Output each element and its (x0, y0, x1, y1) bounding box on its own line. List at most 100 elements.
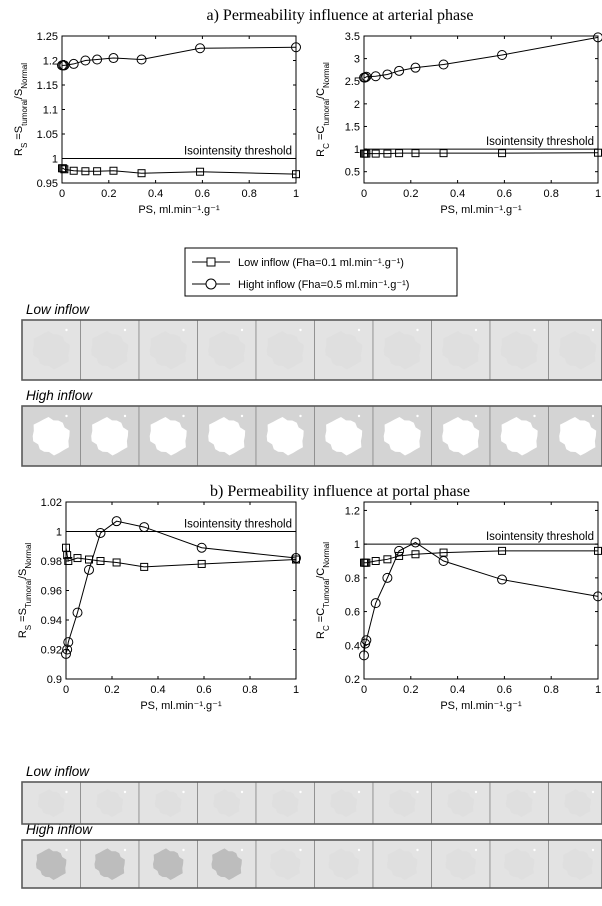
y-tick-label: 1.2 (345, 505, 360, 517)
data-point-circle (370, 598, 381, 609)
data-point-square (362, 149, 371, 158)
y-axis-label: RC =CTumoral/CNormal (315, 542, 331, 639)
series-line-square (364, 152, 599, 155)
tumor-blob (383, 417, 421, 456)
x-tick-label: 0 (361, 684, 367, 696)
data-point-circle (359, 650, 369, 661)
data-point-circle (593, 591, 602, 602)
data-point-square (383, 555, 392, 564)
data-point-square (197, 559, 206, 568)
series-line-circle (364, 36, 599, 79)
y-tick-label: 1.1 (43, 105, 58, 117)
tumor-blob (270, 848, 301, 880)
bright-spot (240, 414, 244, 418)
y-axis-label: RS =STumoral/SNormal (17, 543, 33, 639)
strip-label-portal-high: High inflow (26, 822, 93, 837)
section-title-portal: b) Permeability influence at portal phas… (210, 483, 470, 500)
tumor-blob (149, 417, 187, 456)
data-point-square (371, 557, 380, 565)
data-point-square (63, 551, 72, 560)
data-point-circle (108, 53, 119, 64)
data-point-circle (291, 553, 301, 564)
bright-spot (299, 414, 302, 418)
tumor-blob (96, 789, 123, 817)
section-title-arterial: a) Permeability influence at arterial ph… (207, 7, 474, 24)
tumor-blob (442, 331, 480, 370)
tumor-blob (445, 848, 476, 880)
data-point-square (81, 167, 90, 176)
tumor-blob (208, 331, 246, 370)
tumor-blob (37, 789, 65, 817)
x-tick-label: 0.2 (403, 188, 418, 200)
tumor-blob (208, 417, 246, 456)
tumor-blob (271, 789, 299, 817)
tumor-blob (447, 789, 474, 817)
data-point-circle (382, 69, 393, 80)
y-tick-label: 1.5 (345, 121, 360, 133)
data-point-circle (61, 648, 71, 659)
bright-spot (357, 790, 361, 794)
chart-arterial-concentration-ratio: 0 0.2 0.4 0.6 0.8 1 0.5 1 1.5 2 2.5 3 3.5 Isointensit… (315, 31, 602, 216)
x-tick-label: 0.4 (148, 188, 163, 200)
x-tick-label: 0.2 (104, 684, 119, 696)
threshold-label: Isointensity threshold (486, 136, 594, 148)
y-tick-label: 0.92 (41, 645, 62, 657)
tumor-blob (91, 417, 129, 456)
data-point-circle (394, 545, 405, 556)
y-tick-label: 1.15 (37, 80, 58, 92)
data-point-circle (438, 556, 449, 566)
image-strip-arterial-high (21, 405, 602, 467)
data-point-square (371, 149, 380, 158)
data-point-circle (410, 537, 421, 548)
tumor-blob (387, 848, 418, 880)
tumor-blob (325, 417, 363, 456)
series-line-circle (363, 541, 599, 656)
data-point-circle (410, 62, 421, 73)
data-point-square (93, 167, 102, 176)
bright-spot (591, 790, 595, 794)
bright-spot (182, 848, 185, 852)
data-point-circle (84, 564, 94, 575)
x-tick-label: 1 (293, 684, 299, 696)
tumor-blob (153, 848, 184, 880)
bright-spot (591, 414, 595, 418)
data-point-circle (291, 42, 301, 53)
bright-spot (240, 328, 244, 332)
bright-spot (123, 790, 127, 794)
tumor-blob (505, 789, 533, 817)
data-point-circle (139, 522, 150, 533)
bright-spot (299, 328, 302, 332)
x-tick-label: 0 (63, 684, 69, 696)
y-tick-label: 3.5 (345, 31, 360, 43)
bright-spot (591, 848, 595, 852)
legend-high-marker (205, 278, 217, 290)
y-tick-label: 0.4 (345, 640, 360, 652)
y-tick-label: 0.6 (345, 607, 360, 619)
x-tick-label: 0.8 (242, 188, 257, 200)
legend-high-label: Hight inflow (Fha=0.5 ml.min⁻¹.g⁻¹) (238, 279, 409, 291)
threshold-label: Isointensity threshold (486, 531, 594, 543)
strip-label-arterial-low: Low inflow (26, 302, 90, 317)
x-tick-label: 0.4 (450, 188, 465, 200)
x-tick-label: 0.6 (196, 684, 211, 696)
data-point-circle (92, 54, 103, 65)
data-point-circle (196, 542, 207, 553)
data-point-square (140, 562, 149, 571)
data-point-square (395, 149, 404, 158)
tumor-blob (154, 789, 182, 817)
data-point-square (196, 167, 205, 176)
data-point-circle (68, 58, 79, 69)
data-point-square (383, 149, 392, 158)
series-line-circle (65, 520, 297, 655)
bright-spot (65, 414, 68, 418)
tumor-blob (562, 848, 593, 880)
data-point-square (64, 557, 73, 565)
data-point-square (411, 550, 420, 559)
data-point-circle (95, 527, 106, 538)
bright-spot (416, 848, 419, 852)
chart-portal-concentration-ratio: 0 0.2 0.4 0.6 0.8 10.20.40.60.811.2Isointensi… (315, 501, 602, 712)
bright-spot (123, 328, 127, 332)
bright-spot (474, 328, 478, 332)
data-point-square (362, 558, 371, 567)
data-point-square (439, 149, 448, 158)
